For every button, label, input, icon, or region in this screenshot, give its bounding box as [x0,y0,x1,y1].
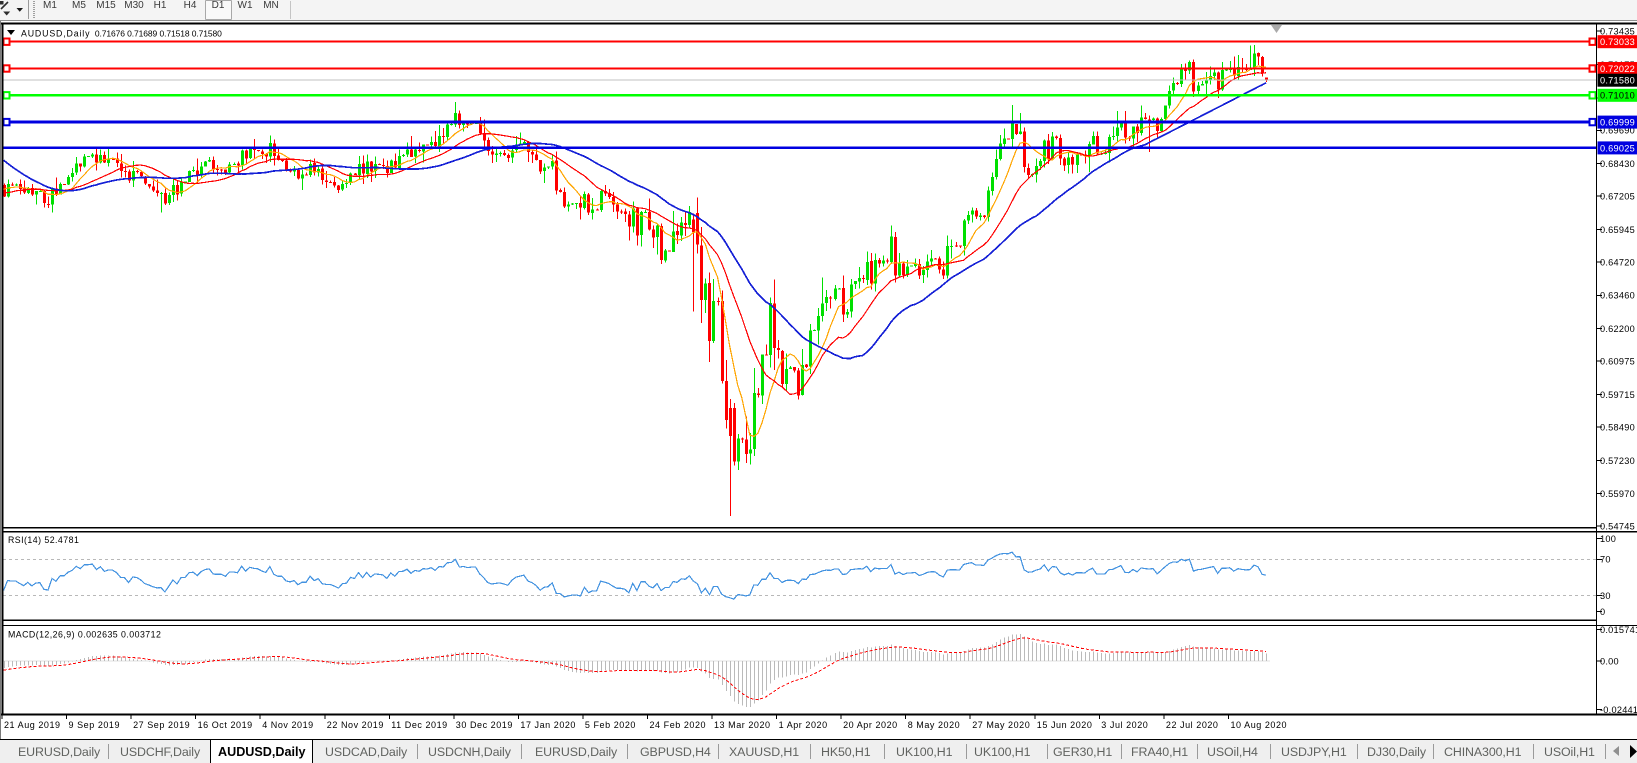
svg-text:8 May 2020: 8 May 2020 [908,720,961,730]
svg-text:0.60975: 0.60975 [1600,357,1635,367]
svg-text:30 Dec 2019: 30 Dec 2019 [456,720,513,730]
svg-text:22 Nov 2019: 22 Nov 2019 [327,720,384,730]
svg-text:0.68430: 0.68430 [1600,159,1635,169]
svg-text:0.63460: 0.63460 [1600,291,1635,301]
svg-text:13 Mar 2020: 13 Mar 2020 [714,720,771,730]
svg-text:0.55970: 0.55970 [1600,489,1635,499]
svg-text:21 Aug 2019: 21 Aug 2019 [4,720,61,730]
svg-text:1 Apr 2020: 1 Apr 2020 [779,720,828,730]
svg-text:20 Apr 2020: 20 Apr 2020 [843,720,898,730]
svg-text:0.57230: 0.57230 [1600,456,1635,466]
svg-text:22 Jul 2020: 22 Jul 2020 [1166,720,1219,730]
svg-text:9 Sep 2019: 9 Sep 2019 [69,720,121,730]
svg-text:0.65945: 0.65945 [1600,225,1635,235]
svg-text:10 Aug 2020: 10 Aug 2020 [1231,720,1288,730]
svg-text:0.71010: 0.71010 [1600,91,1635,101]
svg-text:0.54745: 0.54745 [1600,522,1635,532]
svg-text:0.62200: 0.62200 [1600,324,1635,334]
svg-text:30: 30 [1600,591,1611,601]
svg-text:11 Dec 2019: 11 Dec 2019 [391,720,447,730]
svg-text:17 Jan 2020: 17 Jan 2020 [520,720,576,730]
svg-text:AUDUSD,Daily 0.71676 0.71689: AUDUSD,Daily 0.71676 0.71689 0.71518 0.7… [21,29,222,39]
svg-text:RSI(14) 52.4781: RSI(14) 52.4781 [8,535,79,545]
svg-text:4 Nov 2019: 4 Nov 2019 [262,720,314,730]
svg-text:5 Feb 2020: 5 Feb 2020 [585,720,636,730]
svg-text:0.00: 0.00 [1600,657,1619,667]
svg-text:100: 100 [1600,534,1616,544]
svg-text:0.73033: 0.73033 [1600,37,1635,47]
svg-text:0.73435: 0.73435 [1600,27,1635,37]
svg-text:3 Jul 2020: 3 Jul 2020 [1101,720,1148,730]
svg-text:0.015741: 0.015741 [1600,625,1637,635]
svg-text:27 May 2020: 27 May 2020 [972,720,1030,730]
svg-text:0.71580: 0.71580 [1600,76,1635,86]
svg-text:MACD(12,26,9) 0.002635 0.00371: MACD(12,26,9) 0.002635 0.003712 [8,630,161,640]
svg-text:0.58490: 0.58490 [1600,422,1635,432]
svg-text:24 Feb 2020: 24 Feb 2020 [650,720,707,730]
svg-text:0: 0 [1600,607,1605,617]
svg-text:0.69690: 0.69690 [1600,126,1635,136]
svg-text:27 Sep 2019: 27 Sep 2019 [133,720,190,730]
svg-text:0.67205: 0.67205 [1600,192,1635,202]
svg-text:0.59715: 0.59715 [1600,390,1635,400]
svg-text:16 Oct 2019: 16 Oct 2019 [198,720,253,730]
svg-text:0.69999: 0.69999 [1600,118,1635,128]
svg-text:15 Jun 2020: 15 Jun 2020 [1037,720,1093,730]
svg-text:70: 70 [1600,555,1611,565]
svg-text:0.72022: 0.72022 [1600,64,1635,74]
svg-text:0.64720: 0.64720 [1600,257,1635,267]
svg-text:0.69025: 0.69025 [1600,143,1635,153]
